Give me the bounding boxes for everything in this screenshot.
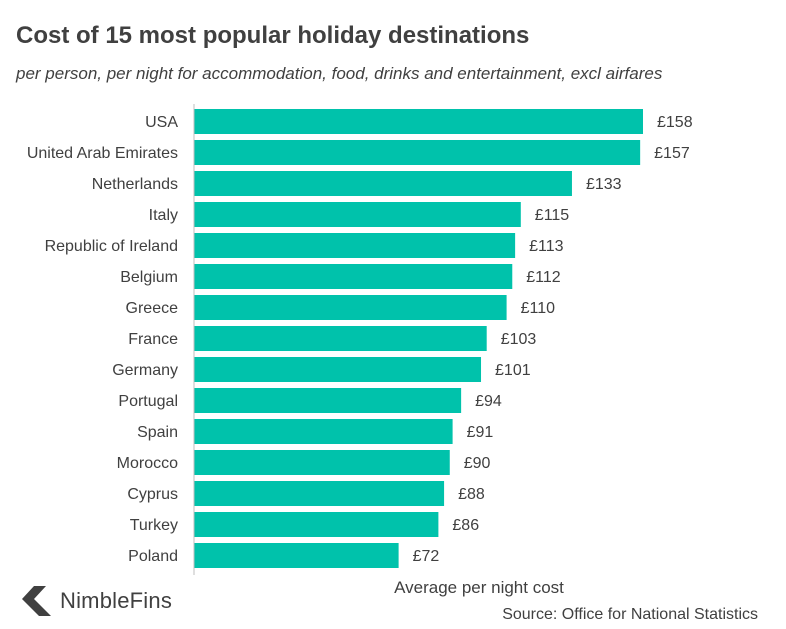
data-label: £113 (529, 238, 564, 255)
arrow-chevron-icon (22, 586, 51, 616)
chart-title: Cost of 15 most popular holiday destinat… (16, 22, 530, 49)
data-label: £157 (654, 145, 690, 162)
bar (194, 109, 643, 134)
data-label: £158 (657, 114, 693, 131)
data-label: £91 (467, 424, 494, 441)
x-axis-label: Average per night cost (394, 578, 564, 597)
category-label: Morocco (117, 455, 178, 472)
bar (194, 388, 462, 413)
data-label: £133 (586, 176, 622, 193)
data-label: £103 (501, 331, 537, 348)
category-label: Italy (149, 207, 178, 224)
logo-text: NimbleFins (60, 588, 173, 613)
chart-subtitle: per person, per night for accommodation,… (16, 64, 663, 83)
data-label: £90 (464, 455, 491, 472)
bar (194, 171, 572, 196)
data-label: £112 (526, 269, 561, 286)
category-label: Spain (137, 424, 178, 441)
category-label: Belgium (120, 269, 178, 286)
bar (194, 481, 445, 506)
source-note: Source: Office for National Statistics (502, 606, 758, 623)
bar (194, 450, 450, 475)
bar (194, 326, 487, 351)
data-label: £94 (475, 393, 502, 410)
bar (194, 264, 513, 289)
category-label: Cyprus (127, 486, 178, 503)
bar (194, 295, 507, 320)
data-label: £88 (458, 486, 485, 503)
category-label: Portugal (118, 393, 178, 410)
bar (194, 140, 641, 165)
bar (194, 202, 521, 227)
data-label: £110 (521, 300, 556, 317)
category-label: Greece (126, 300, 179, 317)
category-label: Germany (112, 362, 178, 379)
bar (194, 233, 516, 258)
bar (194, 512, 439, 537)
bar (194, 419, 453, 444)
bar (194, 543, 399, 568)
data-label: £86 (452, 517, 479, 534)
bar (194, 357, 482, 382)
category-label: France (128, 331, 178, 348)
category-label: Netherlands (92, 176, 178, 193)
category-label: Poland (128, 548, 178, 565)
category-label: Republic of Ireland (45, 238, 178, 255)
category-label: USA (145, 114, 178, 131)
data-label: £101 (495, 362, 531, 379)
logo: NimbleFins (20, 584, 172, 618)
category-label: Turkey (130, 517, 178, 534)
data-label: £72 (413, 548, 440, 565)
data-label: £115 (535, 207, 570, 224)
category-label: United Arab Emirates (27, 145, 178, 162)
